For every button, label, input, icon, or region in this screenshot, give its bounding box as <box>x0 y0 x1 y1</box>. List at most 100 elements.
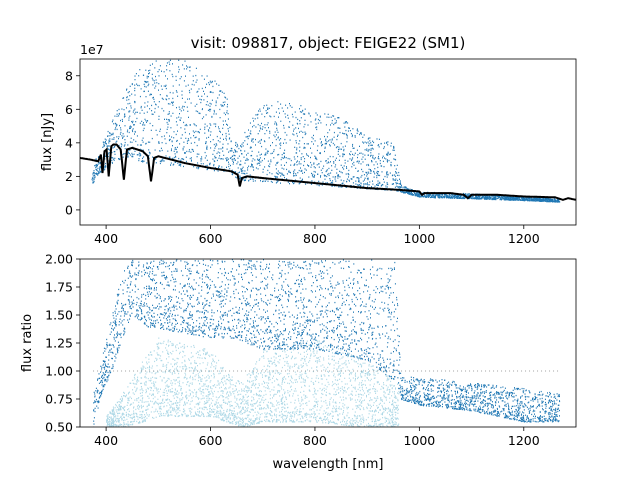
observed-flux-point <box>379 175 380 176</box>
observed-flux-point <box>255 144 256 145</box>
observed-flux-point <box>112 157 113 158</box>
observed-flux-point <box>362 141 363 142</box>
observed-flux-point <box>371 150 372 151</box>
ratio-alt-point <box>226 417 227 418</box>
ratio-alt-point <box>211 354 212 355</box>
observed-flux-point <box>336 139 337 140</box>
observed-flux-point <box>337 175 338 176</box>
observed-flux-point <box>237 145 238 146</box>
observed-flux-point <box>193 80 194 81</box>
observed-flux-point <box>290 165 291 166</box>
observed-flux-point <box>267 109 268 110</box>
observed-flux-point <box>320 175 321 176</box>
ratio-alt-point <box>203 395 204 396</box>
observed-flux-point <box>479 197 480 198</box>
observed-flux-point <box>128 99 129 100</box>
observed-flux-point <box>332 180 333 181</box>
ratio-alt-point <box>190 393 191 394</box>
ratio-alt-point <box>126 395 127 396</box>
observed-flux-point <box>330 180 331 181</box>
observed-flux-point <box>341 143 342 144</box>
ratio-alt-point <box>239 420 240 421</box>
ratio-alt-point <box>175 389 176 390</box>
ratio-alt-point <box>144 366 145 367</box>
observed-flux-point <box>528 198 529 199</box>
observed-flux-point <box>271 181 272 182</box>
ratio-alt-point <box>369 425 370 426</box>
ratio-alt-point <box>349 374 350 375</box>
observed-flux-point <box>484 198 485 199</box>
observed-flux-point <box>229 134 230 135</box>
observed-flux-point <box>220 131 221 132</box>
observed-flux-point <box>365 183 366 184</box>
observed-flux-point <box>326 171 327 172</box>
ratio-alt-point <box>286 418 287 419</box>
observed-flux-point <box>142 160 143 161</box>
ratio-alt-point <box>115 407 116 408</box>
observed-flux-point <box>311 141 312 142</box>
ratio-alt-point <box>148 409 149 410</box>
ratio-alt-point <box>159 408 160 409</box>
ratio-alt-point <box>196 404 197 405</box>
observed-flux-point <box>140 144 141 145</box>
observed-flux-point <box>299 161 300 162</box>
ratio-alt-point <box>323 369 324 370</box>
observed-flux-point <box>327 141 328 142</box>
ratio-alt-point <box>279 411 280 412</box>
observed-flux-point <box>105 165 106 166</box>
ratio-alt-point <box>157 352 158 353</box>
observed-flux-point <box>221 105 222 106</box>
ratio-alt-point <box>146 384 147 385</box>
observed-flux-point <box>135 141 136 142</box>
ratio-alt-point <box>357 418 358 419</box>
ratio-alt-point <box>171 380 172 381</box>
ratio-alt-point <box>397 418 398 419</box>
ratio-alt-point <box>272 397 273 398</box>
observed-flux-point <box>170 127 171 128</box>
observed-flux-point <box>267 152 268 153</box>
observed-flux-point <box>320 161 321 162</box>
observed-flux-point <box>403 187 404 188</box>
observed-flux-point <box>381 165 382 166</box>
ratio-alt-point <box>394 397 395 398</box>
observed-flux-point <box>133 110 134 111</box>
ratio-alt-point <box>156 387 157 388</box>
ratio-alt-point <box>267 385 268 386</box>
ratio-alt-point <box>150 378 151 379</box>
ratio-alt-point <box>149 369 150 370</box>
ratio-alt-point <box>307 341 308 342</box>
observed-flux-point <box>143 138 144 139</box>
ratio-alt-point <box>210 414 211 415</box>
ratio-alt-point <box>376 421 377 422</box>
ratio-alt-point <box>131 414 132 415</box>
ratio-alt-point <box>191 346 192 347</box>
observed-flux-point <box>345 162 346 163</box>
ratio-alt-point <box>183 368 184 369</box>
observed-flux-point <box>395 176 396 177</box>
ratio-alt-point <box>244 391 245 392</box>
observed-flux-point <box>362 153 363 154</box>
observed-flux-point <box>235 145 236 146</box>
observed-flux-point <box>381 143 382 144</box>
observed-flux-point <box>162 89 163 90</box>
observed-flux-point <box>162 108 163 109</box>
observed-flux-point <box>348 176 349 177</box>
ratio-alt-point <box>337 368 338 369</box>
ratio-alt-point <box>394 406 395 407</box>
observed-flux-point <box>297 172 298 173</box>
ratio-alt-point <box>220 415 221 416</box>
observed-flux-point <box>297 164 298 165</box>
observed-flux-point <box>191 143 192 144</box>
observed-flux-point <box>279 139 280 140</box>
ratio-alt-point <box>199 411 200 412</box>
ratio-alt-point <box>361 382 362 383</box>
observed-flux-point <box>479 196 480 197</box>
observed-flux-point <box>253 141 254 142</box>
ratio-alt-point <box>142 414 143 415</box>
ratio-alt-point <box>264 350 265 351</box>
observed-flux-point <box>259 130 260 131</box>
observed-flux-point <box>384 157 385 158</box>
observed-flux-point <box>225 97 226 98</box>
observed-flux-point <box>489 197 490 198</box>
